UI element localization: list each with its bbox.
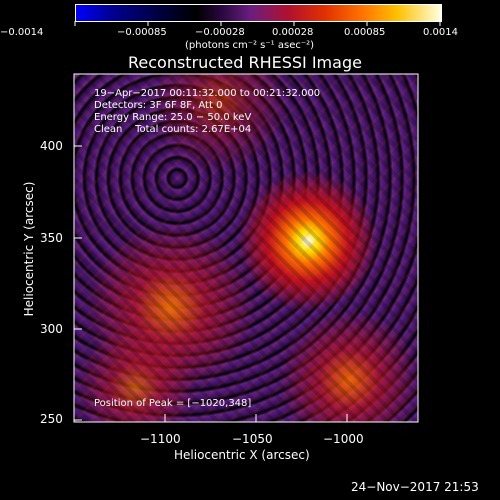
x-tick-label: −1100: [140, 432, 181, 446]
x-tick-label: −1050: [232, 432, 273, 446]
x-axis-label: Heliocentric X (arcsec): [174, 448, 310, 462]
plot-title: Reconstructed RHESSI Image: [128, 53, 362, 72]
colorbar-unit-label: (photons cm⁻² s⁻¹ asec⁻²): [185, 40, 315, 51]
colorbar-tick-label: 0.0014: [423, 27, 458, 38]
y-tick-label: 350: [40, 231, 63, 245]
y-tick-label: 400: [40, 139, 63, 153]
colorbar-tick-label: 0.00085: [344, 27, 386, 38]
footer-timestamp: 24−Nov−2017 21:53: [351, 480, 479, 494]
rhessi-image: [74, 74, 418, 422]
y-tick-label: 300: [40, 322, 63, 336]
y-tick-label: 250: [40, 412, 63, 426]
info-line: 19−Apr−2017 00:11:32.000 to 00:21:32.000: [94, 88, 321, 99]
x-tick-label: −1000: [323, 432, 364, 446]
colorbar-tick-label: −0.00028: [195, 27, 245, 38]
colorbar-tick-label: 0.00028: [272, 27, 314, 38]
y-axis-label: Heliocentric Y (arcsec): [22, 181, 36, 317]
info-line: Clean Total counts: 2.67E+04: [94, 124, 252, 135]
image-texture: [74, 74, 418, 422]
colorbar-tick-label: −0.00085: [117, 27, 167, 38]
info-line: Energy Range: 25.0 − 50.0 keV: [94, 112, 252, 123]
peak-position-text: Position of Peak = [−1020,348]: [94, 398, 252, 409]
colorbar-tick-label: −0.0014: [0, 27, 44, 38]
info-line: Detectors: 3F 6F 8F, Att 0: [94, 100, 223, 111]
colorbar: [75, 4, 442, 22]
colorbar-ticks: [74, 21, 441, 26]
